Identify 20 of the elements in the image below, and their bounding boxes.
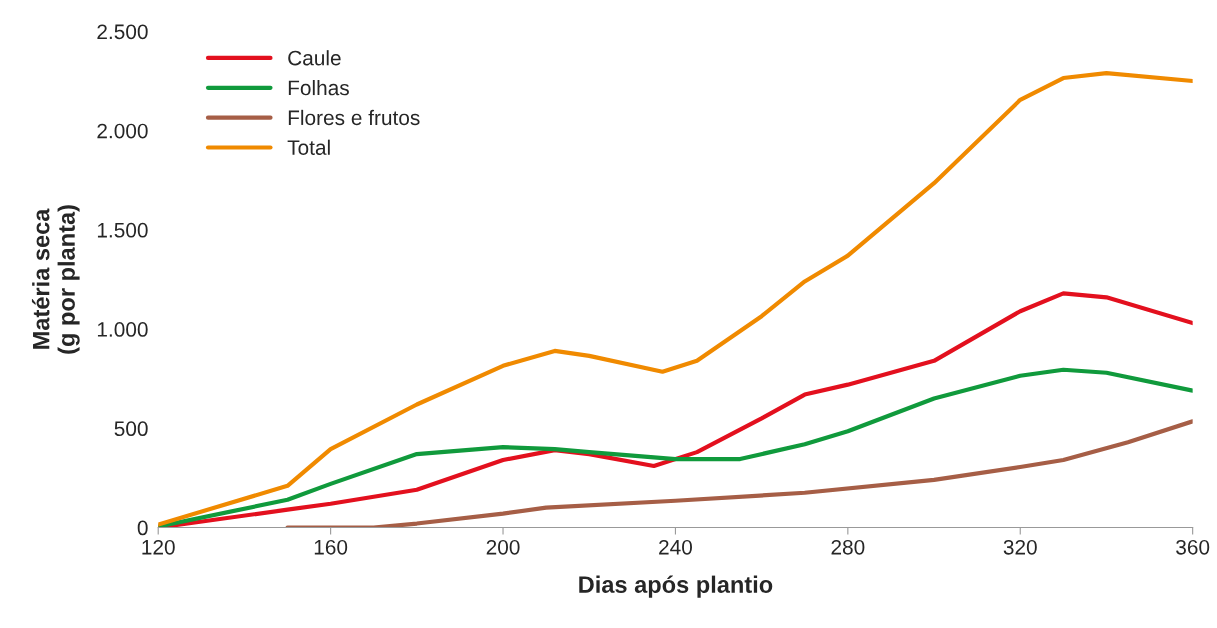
x-tick-label: 200 [486, 539, 520, 555]
x-tick-label: 120 [142, 539, 175, 555]
x-tick-label: 160 [314, 539, 348, 555]
y-axis-title: Matéria seca (g por planta) [31, 205, 80, 354]
legend-label: Folhas [288, 79, 349, 96]
legend-label: Total [287, 139, 330, 155]
x-axis-title: Dias após plantio [579, 575, 773, 598]
x-tick-label: 280 [831, 539, 865, 555]
legend-label: Flores e frutos [288, 109, 420, 126]
legend-label: Caule [288, 50, 341, 66]
line-series [285, 419, 1193, 528]
x-tick-label: 240 [659, 539, 692, 555]
y-tick-label: 1.000 [97, 322, 148, 337]
y-tick-label: 0 [137, 520, 148, 536]
y-tick-label: 2.500 [97, 24, 148, 40]
y-tick-label: 500 [114, 421, 148, 437]
x-tick-label: 320 [1003, 539, 1037, 555]
y-tick-label: 2.000 [97, 123, 148, 139]
x-tick-label: 360 [1176, 539, 1210, 555]
y-tick-label: 1.500 [97, 222, 148, 238]
